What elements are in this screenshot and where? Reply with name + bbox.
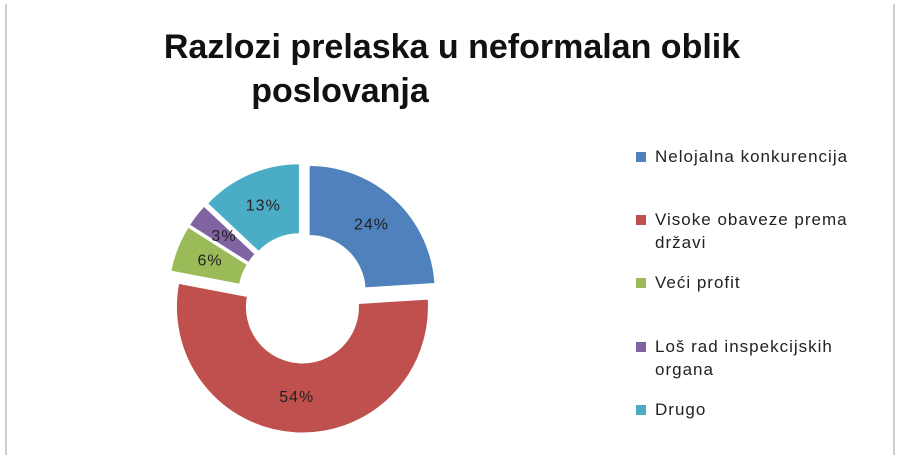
legend-swatch	[636, 405, 646, 415]
legend-swatch	[636, 342, 646, 352]
doughnut-slice	[308, 164, 436, 289]
percent-label: 54%	[279, 389, 314, 406]
percent-label: 6%	[197, 252, 222, 269]
doughnut-slice	[176, 282, 429, 434]
legend-swatch	[636, 152, 646, 162]
legend-label: Visoke obaveze prema državi	[655, 210, 848, 252]
legend-label: Drugo	[655, 400, 707, 419]
legend-label: Nelojalna konkurencija	[655, 147, 849, 166]
legend-swatch	[636, 215, 646, 225]
legend-swatch	[636, 278, 646, 288]
doughnut-slice	[206, 163, 300, 253]
percent-label: 24%	[354, 216, 389, 233]
doughnut-slice	[188, 205, 256, 264]
legend-label: Veći profit	[655, 273, 741, 292]
percent-label: 13%	[246, 197, 281, 214]
percent-label: 3%	[211, 228, 236, 245]
doughnut-slice	[170, 226, 249, 285]
chart-title: Razlozi prelaska u neformalan oblik poslo…	[164, 28, 740, 110]
legend-label: Loš rad inspekcijskih organa	[655, 337, 833, 379]
